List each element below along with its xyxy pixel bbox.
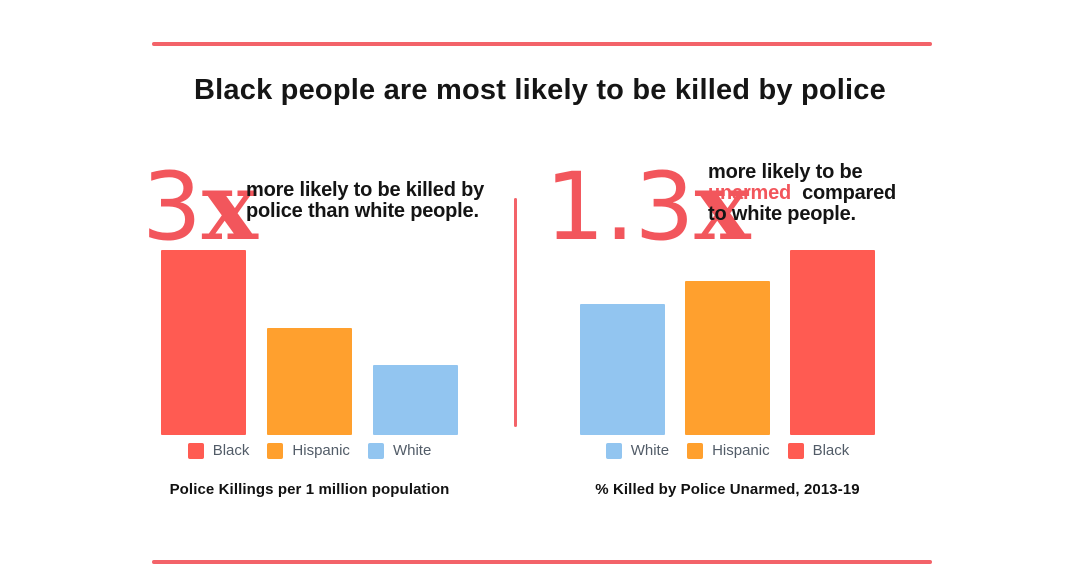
legend-item-black: Black [187, 442, 250, 459]
bar-black [161, 250, 246, 435]
legend-item-white: White [605, 442, 670, 459]
callout-text-right: more likely to be unarmed compared to whi… [708, 162, 896, 225]
legend-swatch-white [367, 442, 384, 459]
legend-item-black: Black [787, 442, 850, 459]
legend-label: Hispanic [292, 442, 350, 459]
bar-white [373, 365, 458, 435]
multiplier-1-3x: 1.3x [545, 160, 751, 255]
bar-chart-killed-unarmed [580, 250, 875, 435]
legend-label: Black [812, 442, 850, 459]
legend-swatch-black [187, 442, 204, 459]
legend-swatch-hispanic [687, 442, 704, 459]
callout-text-left: more likely to be killed by police than … [246, 180, 484, 222]
callout-line: to white people. [708, 203, 856, 225]
legend-item-hispanic: Hispanic [267, 442, 350, 459]
multiplier-suffix: x [201, 152, 258, 262]
bar-black [790, 250, 875, 435]
legend-label: White [630, 442, 670, 459]
multiplier-suffix: x [694, 152, 751, 262]
legend-item-hispanic: Hispanic [687, 442, 770, 459]
callout-line: more likely to be killed by [246, 179, 485, 201]
callout-line: more likely to be [708, 161, 863, 183]
legend-swatch-white [605, 442, 622, 459]
bar-white [580, 304, 665, 435]
bar-hispanic [267, 328, 352, 435]
legend-label: White [392, 442, 432, 459]
bottom-rule [152, 560, 932, 564]
callout-line: unarmed compared [708, 183, 896, 204]
highlight-unarmed: unarmed [708, 182, 792, 204]
multiplier-number: 1.3 [545, 153, 695, 262]
chart-caption-left: Police Killings per 1 million population [169, 481, 450, 498]
multiplier-number: 3 [142, 153, 202, 262]
bar-hispanic [685, 281, 770, 435]
legend-swatch-hispanic [267, 442, 284, 459]
callout-line: police than white people. [246, 200, 479, 222]
bar-chart-police-killings [161, 250, 458, 435]
top-rule [152, 42, 932, 46]
legend-label: Black [212, 442, 250, 459]
legend-swatch-black [787, 442, 804, 459]
callout-line-rest: compared [802, 182, 897, 204]
legend-label: Hispanic [712, 442, 770, 459]
multiplier-3x: 3x [142, 160, 258, 255]
panel-divider [514, 198, 517, 427]
legend-item-white: White [367, 442, 432, 459]
legend-right: White Hispanic Black [580, 442, 875, 459]
chart-caption-right: % Killed by Police Unarmed, 2013-19 [595, 481, 860, 498]
page-title: Black people are most likely to be kille… [194, 74, 886, 106]
legend-left: Black Hispanic White [161, 442, 458, 459]
